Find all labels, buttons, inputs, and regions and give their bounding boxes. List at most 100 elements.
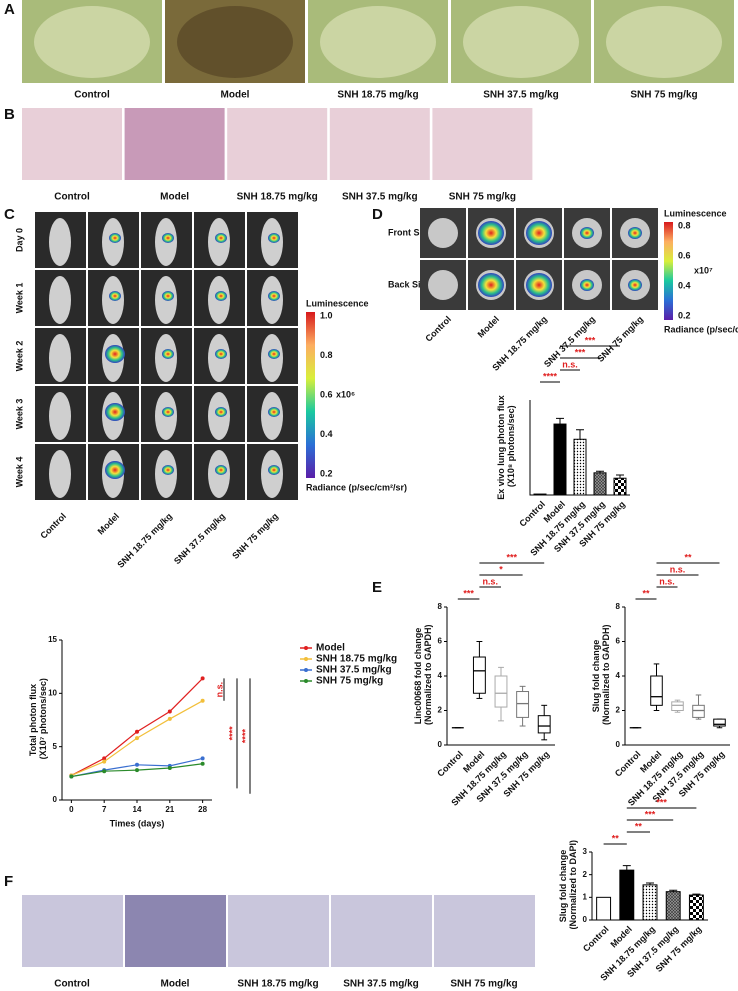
x-tick-label: 7 xyxy=(102,805,107,814)
y-tick-label: 5 xyxy=(53,742,58,751)
label-line: (X10⁸ photons/sec) xyxy=(506,405,516,489)
histology-image xyxy=(124,108,225,180)
colorbar xyxy=(306,312,315,478)
mouse-body xyxy=(49,218,71,266)
signal xyxy=(162,407,174,417)
box xyxy=(537,715,551,734)
mouse-body xyxy=(49,334,71,382)
y-axis-label: Slug fold change (Normalized to GAPDH) xyxy=(591,624,611,727)
lung-shape xyxy=(428,218,458,248)
signal xyxy=(215,233,227,243)
colorbar-title: Luminescence xyxy=(664,208,727,218)
y-tick-label: 4 xyxy=(616,671,621,680)
label-line: (Normalized to GAPDH) xyxy=(423,624,433,727)
point xyxy=(135,768,139,773)
y-axis-label: Slug fold change (Normalized to DAPI) xyxy=(558,840,578,932)
point xyxy=(135,729,139,734)
colorbar-tick: 0.2 xyxy=(320,468,333,478)
significance: *** xyxy=(463,588,474,598)
point xyxy=(200,698,205,703)
colorbar-tick: 0.6 xyxy=(320,389,333,399)
group-label: Model xyxy=(96,511,121,536)
significance: *** xyxy=(507,552,518,562)
error-bar xyxy=(646,882,654,885)
signal xyxy=(162,465,174,475)
error-bar xyxy=(596,470,604,473)
mouse-body xyxy=(49,392,71,440)
label-line: Slug fold change xyxy=(558,850,568,923)
y-tick-label: 6 xyxy=(438,637,443,646)
panel-label: C xyxy=(4,206,15,223)
lung-shape xyxy=(428,270,458,300)
y-tick-label: 6 xyxy=(616,637,621,646)
y-tick-label: 10 xyxy=(48,688,57,697)
legend-marker xyxy=(304,646,308,650)
point xyxy=(200,756,205,761)
signal xyxy=(162,349,174,359)
box xyxy=(494,675,508,708)
y-axis-label: Total photon flux (X10⁷ photons/sec) xyxy=(28,678,48,762)
y-tick-label: 0 xyxy=(583,915,588,924)
label-line: (Normalized to DAPI) xyxy=(568,840,578,932)
point xyxy=(102,759,107,764)
legend-marker xyxy=(304,668,308,672)
group-label: SNH 37.5 mg/kg xyxy=(483,90,559,101)
group-label: SNH 75 mg/kg xyxy=(449,192,516,203)
error-bar xyxy=(616,474,624,479)
signal xyxy=(109,291,121,301)
panel-label: E xyxy=(372,579,382,596)
significance: * xyxy=(499,564,503,574)
y-tick-label: 0 xyxy=(53,795,58,804)
error-bar xyxy=(669,889,678,892)
point xyxy=(135,762,139,767)
lung-shape xyxy=(606,6,722,78)
row-label: Week 2 xyxy=(14,341,24,372)
row-label: Week 4 xyxy=(14,457,24,488)
signal xyxy=(526,273,552,297)
y-axis-label: Linc00668 fold change (Normalized to GAP… xyxy=(413,624,433,727)
histology-image xyxy=(329,108,430,180)
significance: **** xyxy=(240,729,250,744)
bar xyxy=(573,438,587,496)
y-tick-label: 1 xyxy=(583,892,588,901)
x-tick-label: 21 xyxy=(165,805,174,814)
group-label: SNH 75 mg/kg xyxy=(630,90,697,101)
axis xyxy=(61,640,212,801)
group-label: SNH 75 mg/kg xyxy=(450,979,517,990)
row-label: Front Side xyxy=(388,227,433,237)
colorbar-title: Luminescence xyxy=(306,298,369,308)
label-line: Slug fold change xyxy=(591,640,601,713)
ihc-image xyxy=(228,895,329,967)
colorbar-scale: x10⁷ xyxy=(694,265,713,275)
group-label: SNH 18.75 mg/kg xyxy=(237,979,318,990)
significance: ** xyxy=(612,833,620,843)
legend-label: SNH 37.5 mg/kg xyxy=(316,665,392,676)
lung-shape xyxy=(177,6,293,78)
point xyxy=(167,716,172,721)
signal xyxy=(215,349,227,359)
bar xyxy=(553,423,567,496)
lung-shape xyxy=(320,6,436,78)
group-label: SNH 75 mg/kg xyxy=(230,511,280,561)
group-label: Control xyxy=(74,90,110,101)
histology-image xyxy=(22,108,122,180)
colorbar-tick: 0.8 xyxy=(678,220,691,230)
colorbar-tick: 0.6 xyxy=(678,250,691,260)
box xyxy=(671,701,684,711)
mouse-body xyxy=(49,450,71,498)
colorbar-tick: 1.0 xyxy=(320,310,333,320)
error-bar xyxy=(556,417,564,425)
x-tick-label: 28 xyxy=(198,805,207,814)
x-tick-label: 14 xyxy=(133,805,142,814)
x-tick-label: 0 xyxy=(69,805,74,814)
significance: *** xyxy=(656,797,667,807)
panel-label: F xyxy=(4,873,13,890)
signal xyxy=(478,221,504,245)
significance: n.s. xyxy=(659,576,675,586)
signal xyxy=(105,345,125,363)
group-label: Control xyxy=(423,314,453,344)
significance: *** xyxy=(645,809,656,819)
lung-shape xyxy=(463,6,579,78)
signal xyxy=(109,233,121,243)
group-label: Control xyxy=(54,192,90,203)
